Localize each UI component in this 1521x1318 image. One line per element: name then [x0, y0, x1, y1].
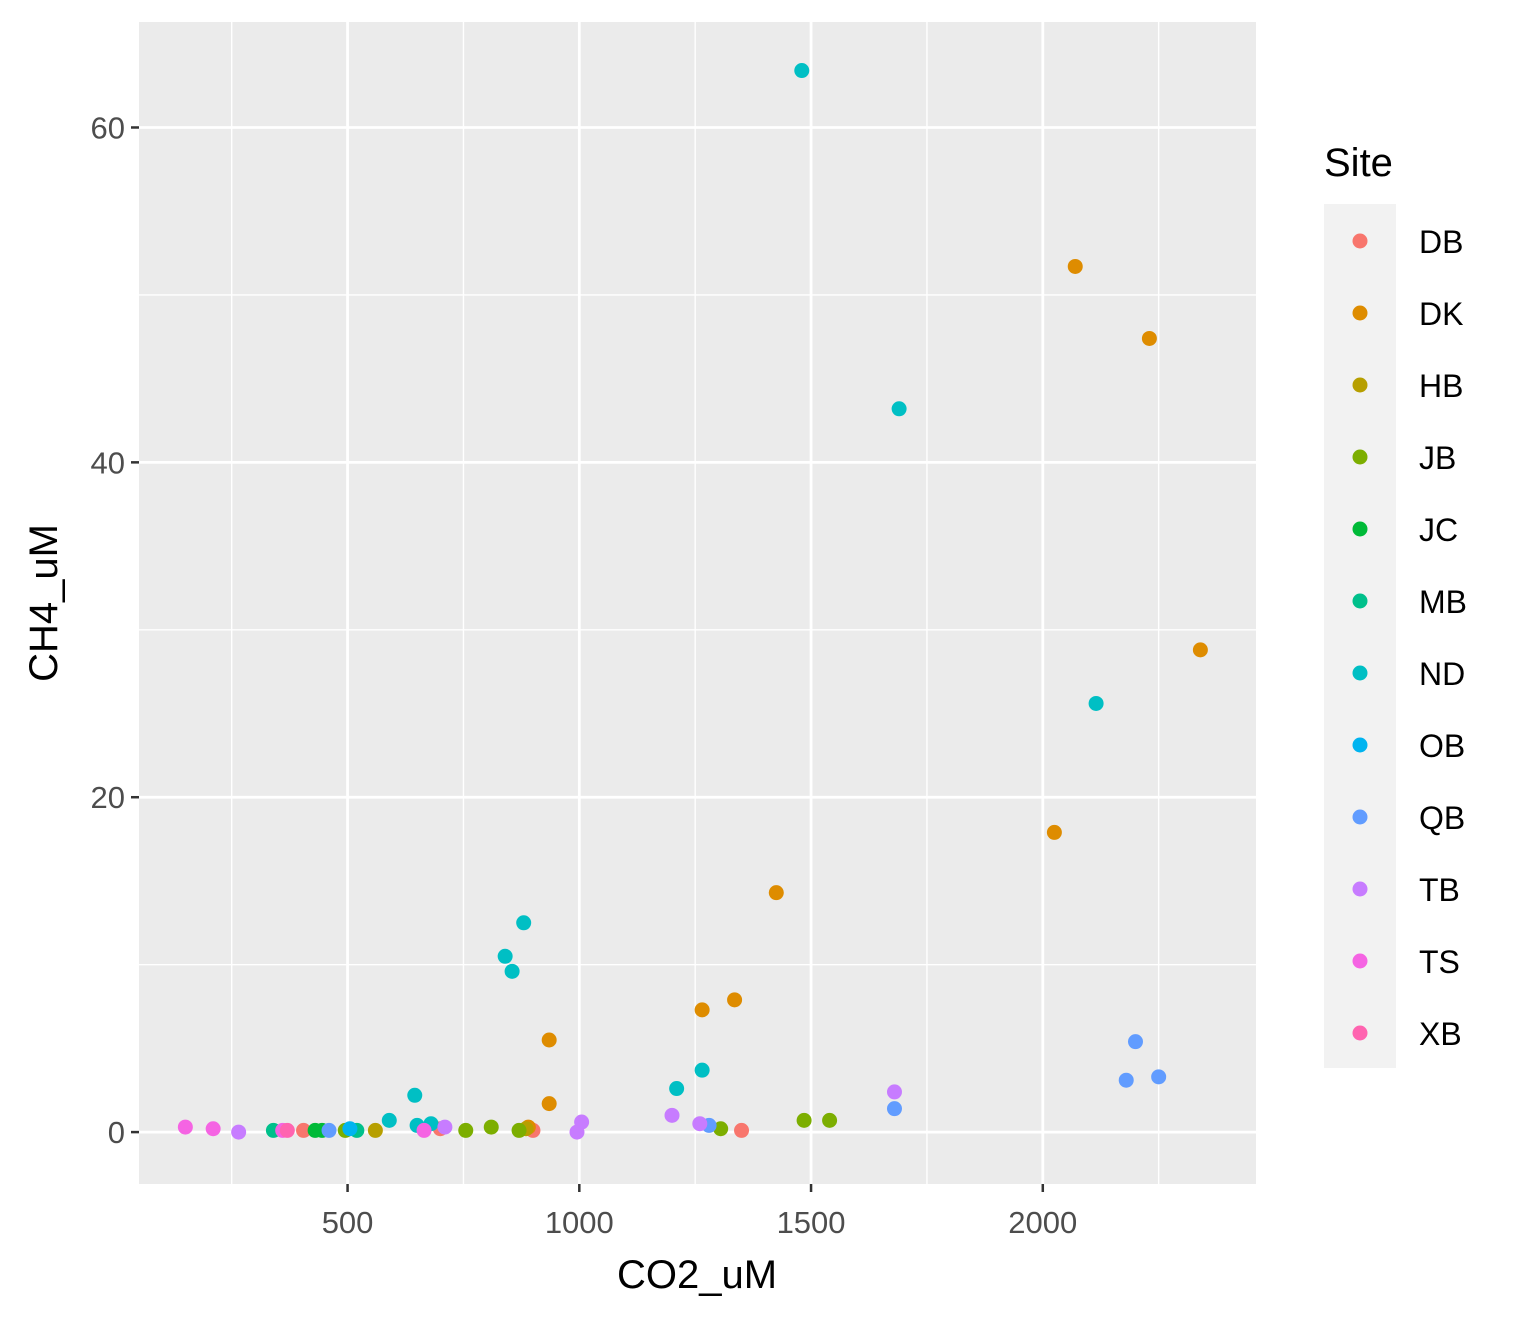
data-point-ts	[177, 1119, 193, 1135]
y-tick-label: 0	[108, 1115, 125, 1150]
plot-panel	[139, 22, 1256, 1184]
major-gridlines	[139, 22, 1256, 1184]
legend-key-jc	[1352, 521, 1368, 537]
data-point-qb	[1151, 1069, 1167, 1085]
data-point-dk	[541, 1032, 557, 1048]
y-tick-label: 40	[91, 445, 125, 480]
data-point-jb	[511, 1122, 527, 1138]
legend-label-mb: MB	[1419, 584, 1467, 620]
data-point-nd	[516, 915, 532, 931]
data-points	[177, 63, 1208, 1140]
data-point-dk	[1046, 824, 1062, 840]
data-point-nd	[694, 1062, 710, 1078]
legend-key-xb	[1352, 1025, 1368, 1041]
data-point-nd	[794, 63, 810, 79]
data-point-jb	[796, 1112, 812, 1128]
legend-key-ob	[1352, 737, 1368, 753]
data-point-nd	[497, 948, 513, 964]
legend-label-ob: OB	[1419, 728, 1465, 764]
y-axis: 0 20 40 60	[91, 110, 139, 1150]
data-point-ts	[416, 1122, 432, 1138]
data-point-ts	[205, 1121, 221, 1137]
legend-key-tb	[1352, 881, 1368, 897]
legend-label-db: DB	[1419, 224, 1463, 260]
legend-title: Site	[1324, 141, 1393, 185]
legend: Site DB DK HB JB JC MB ND OB QB TB TS XB	[1324, 141, 1467, 1068]
data-point-nd	[669, 1081, 685, 1097]
data-point-db	[296, 1122, 312, 1138]
legend-key-db	[1352, 233, 1368, 249]
legend-label-tb: TB	[1419, 872, 1460, 908]
data-point-tb	[231, 1124, 247, 1140]
legend-label-jb: JB	[1419, 440, 1456, 476]
legend-label-qb: QB	[1419, 800, 1465, 836]
data-point-jb	[458, 1122, 474, 1138]
legend-label-hb: HB	[1419, 368, 1463, 404]
data-point-dk	[541, 1096, 557, 1112]
y-axis-title: CH4_uM	[22, 524, 66, 682]
x-axis: 500 1000 1500 2000	[322, 1184, 1077, 1240]
legend-items: DB DK HB JB JC MB ND OB QB TB TS XB	[1352, 224, 1467, 1052]
legend-key-jb	[1352, 449, 1368, 465]
data-point-dk	[694, 1002, 710, 1018]
data-point-tb	[437, 1119, 453, 1135]
data-point-jb	[483, 1119, 499, 1135]
data-point-qb	[1118, 1072, 1134, 1088]
data-point-jb	[822, 1112, 838, 1128]
data-point-nd	[381, 1112, 397, 1128]
legend-label-nd: ND	[1419, 656, 1465, 692]
data-point-dk	[1141, 330, 1157, 346]
legend-key-mb	[1352, 593, 1368, 609]
data-point-qb	[1127, 1034, 1143, 1050]
data-point-tb	[574, 1114, 590, 1130]
data-point-tb	[692, 1116, 708, 1132]
y-tick-label: 60	[91, 110, 125, 145]
data-point-qb	[886, 1101, 902, 1117]
x-tick-label: 1000	[545, 1205, 614, 1240]
legend-label-dk: DK	[1419, 296, 1463, 332]
data-point-tb	[664, 1107, 680, 1123]
x-tick-label: 2000	[1008, 1205, 1077, 1240]
legend-key-ts	[1352, 953, 1368, 969]
data-point-dk	[727, 992, 743, 1008]
data-point-db	[734, 1122, 750, 1138]
data-point-xb	[279, 1122, 295, 1138]
x-tick-label: 1500	[777, 1205, 846, 1240]
data-point-nd	[407, 1087, 423, 1103]
minor-gridlines	[139, 22, 1256, 1184]
data-point-nd	[504, 963, 520, 979]
data-point-dk	[768, 885, 784, 901]
data-point-qb	[321, 1122, 337, 1138]
legend-label-ts: TS	[1419, 944, 1460, 980]
x-axis-title: CO2_uM	[617, 1253, 777, 1297]
data-point-nd	[891, 401, 907, 417]
legend-key-background	[1324, 204, 1396, 1068]
data-point-nd	[1088, 695, 1104, 711]
legend-label-jc: JC	[1419, 512, 1458, 548]
legend-key-nd	[1352, 665, 1368, 681]
x-tick-label: 500	[322, 1205, 374, 1240]
data-point-hb	[367, 1122, 383, 1138]
legend-key-dk	[1352, 305, 1368, 321]
legend-label-xb: XB	[1419, 1016, 1462, 1052]
data-point-dk	[1192, 642, 1208, 658]
data-point-jb	[713, 1121, 729, 1137]
legend-key-qb	[1352, 809, 1368, 825]
data-point-ob	[342, 1121, 358, 1137]
data-point-dk	[1067, 258, 1083, 274]
legend-key-hb	[1352, 377, 1368, 393]
data-point-tb	[886, 1084, 902, 1100]
y-tick-label: 20	[91, 780, 125, 815]
